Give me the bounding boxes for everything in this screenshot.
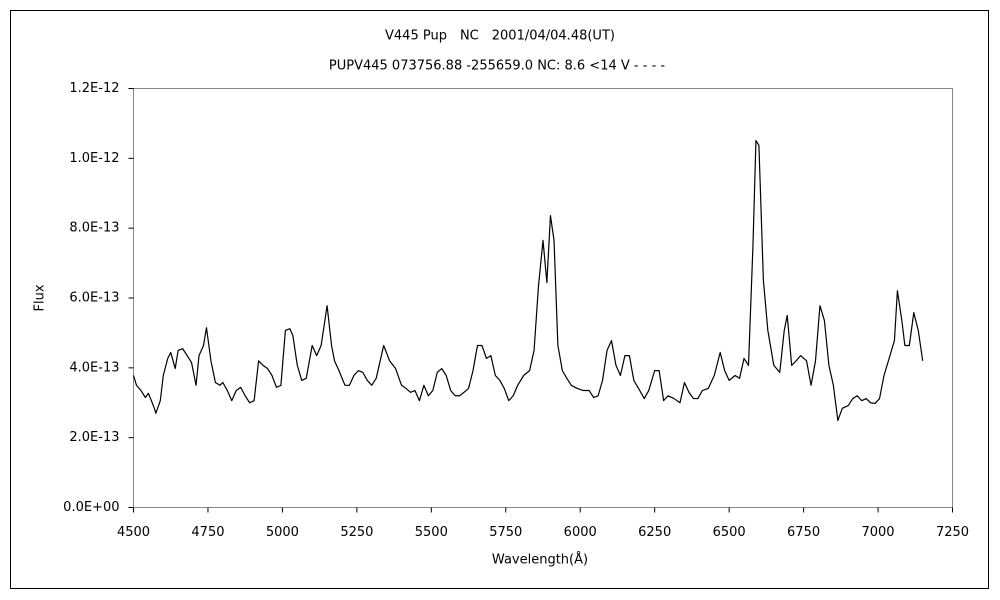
- plot-area: [133, 88, 953, 508]
- chart-subtitle: PUPV445 073756.88 -255659.0 NC: 8.6 <14 …: [329, 59, 666, 74]
- x-tick-label: 5750: [489, 525, 522, 540]
- x-tick-label: 6250: [638, 525, 671, 540]
- x-tick-label: 7000: [861, 525, 894, 540]
- y-tick-label: 0.0E+00: [63, 500, 119, 515]
- y-tick-label: 8.0E-13: [69, 221, 119, 236]
- x-tick-label: 4500: [117, 525, 150, 540]
- spectrum-line: [132, 139, 924, 422]
- y-tick-label: 1.2E-12: [69, 81, 119, 96]
- x-tick-label: 5500: [415, 525, 448, 540]
- x-tick-label: 4750: [191, 525, 224, 540]
- x-tick-label: 5000: [266, 525, 299, 540]
- x-tick-label: 7250: [936, 525, 969, 540]
- chart-title: V445 Pup NC 2001/04/04.48(UT): [385, 29, 615, 44]
- y-tick-label: 1.0E-12: [69, 151, 119, 166]
- x-tick-label: 5250: [340, 525, 373, 540]
- y-axis-label: Flux: [33, 284, 48, 311]
- y-tick-label: 2.0E-13: [69, 430, 119, 445]
- x-tick-label: 6750: [787, 525, 820, 540]
- x-tick-label: 6000: [564, 525, 597, 540]
- x-axis-label: Wavelength(Å): [492, 552, 588, 568]
- x-tick-label: 6500: [713, 525, 746, 540]
- y-tick-label: 6.0E-13: [69, 291, 119, 306]
- y-tick-label: 4.0E-13: [69, 360, 119, 375]
